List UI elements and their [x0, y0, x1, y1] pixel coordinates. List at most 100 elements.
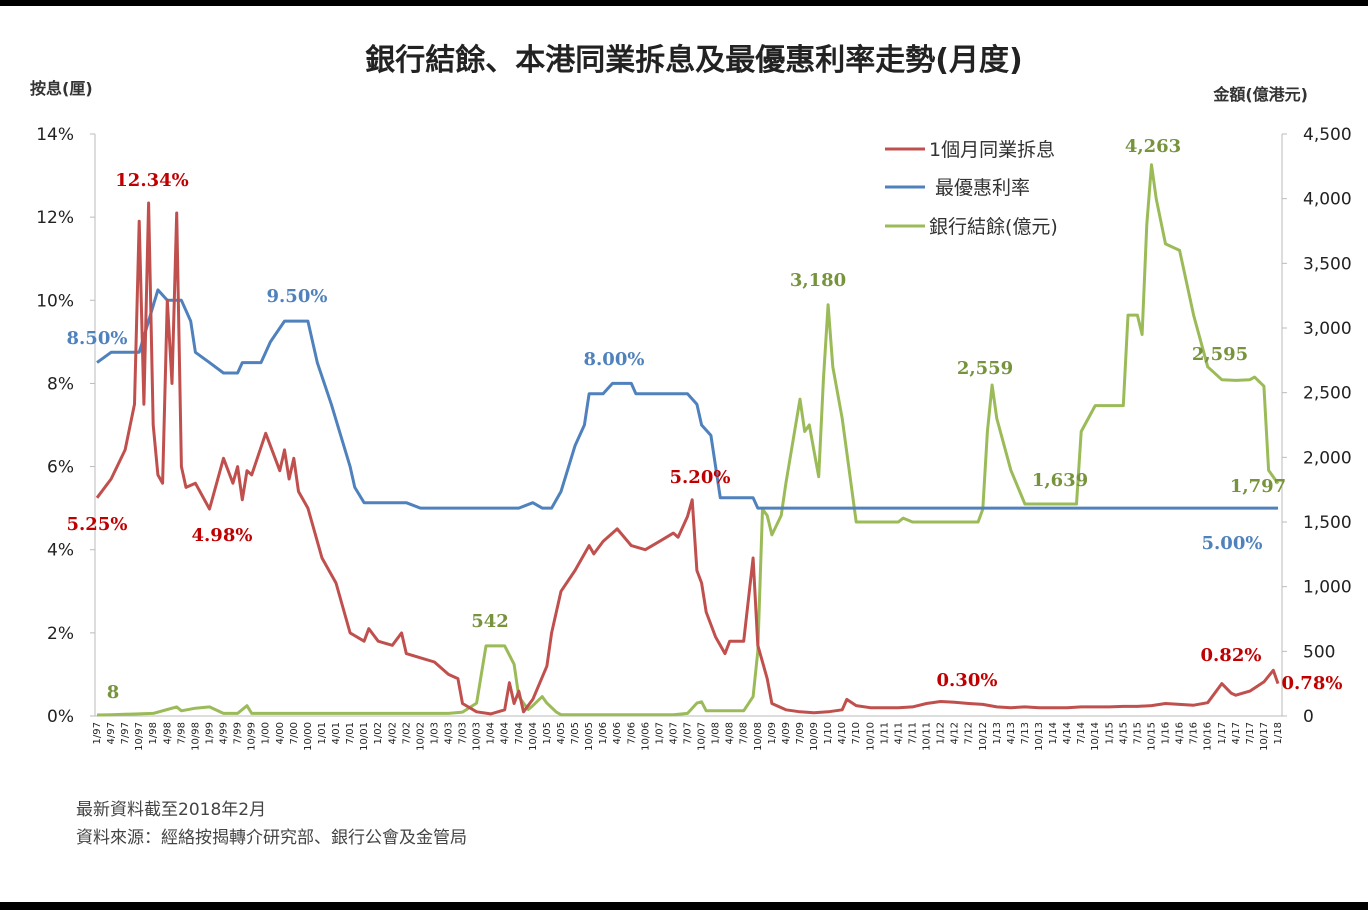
- x-tick-label: 1/17: [1217, 722, 1228, 744]
- x-tick-label: 4/06: [612, 722, 623, 744]
- x-tick-label: 1/13: [992, 722, 1003, 744]
- x-tick-label: 7/97: [120, 722, 131, 744]
- x-tick-label: 4/10: [837, 722, 848, 744]
- annotation-label: 8: [107, 682, 120, 703]
- right-tick-label: 1,000: [1303, 578, 1352, 598]
- x-tick-label: 4/14: [1062, 722, 1073, 744]
- x-tick-label: 4/04: [500, 722, 511, 744]
- x-tick-label: 1/99: [204, 722, 215, 744]
- x-tick-label: 7/11: [907, 722, 918, 744]
- x-tick-label: 1/02: [373, 722, 384, 744]
- x-tick-label: 7/13: [1020, 722, 1031, 744]
- x-tick-label: 7/09: [795, 722, 806, 744]
- footnote-source: 資料來源：經絡按揭轉介研究部、銀行公會及金管局: [76, 828, 467, 848]
- right-tick-label: 0: [1303, 707, 1314, 727]
- annotation-label: 8.50%: [67, 328, 128, 349]
- x-tick-label: 1/11: [879, 722, 890, 744]
- x-tick-label: 1/97: [92, 722, 103, 744]
- x-tick-label: 7/03: [458, 722, 469, 744]
- x-tick-label: 4/15: [1118, 722, 1129, 744]
- right-tick-label: 4,500: [1303, 125, 1352, 145]
- right-axis: 0 500 1,000 1,500 2,000 2,500 3,000 3,500 4,000 4…: [1281, 125, 1352, 727]
- annotation-label: 0.78%: [1282, 673, 1343, 694]
- x-tick-label: 10/08: [753, 722, 764, 751]
- left-tick-label: 0%: [47, 707, 74, 727]
- annotation-label: 1,797: [1230, 476, 1286, 497]
- x-tick-label: 1/08: [711, 722, 722, 744]
- x-tick-label: 10/07: [697, 722, 708, 751]
- x-tick-label: 10/13: [1034, 722, 1045, 751]
- x-tick-label: 4/08: [725, 722, 736, 744]
- x-tick-label: 10/99: [247, 722, 258, 751]
- x-tick-label: 7/14: [1076, 722, 1087, 744]
- x-tick-label: 1/14: [1048, 722, 1059, 744]
- x-tick-label: 7/16: [1189, 722, 1200, 744]
- x-tick-label: 4/97: [106, 722, 117, 744]
- right-tick-label: 3,000: [1303, 319, 1352, 339]
- x-tick-label: 4/12: [950, 722, 961, 744]
- x-tick-label: 4/09: [781, 722, 792, 744]
- x-tick-label: 10/98: [190, 722, 201, 751]
- annotation-label: 5.00%: [1202, 533, 1263, 554]
- x-tick-label: 10/16: [1203, 722, 1214, 751]
- x-tick-label: 4/16: [1175, 722, 1186, 744]
- x-tick-label: 10/10: [865, 722, 876, 751]
- annotation-label: 12.34%: [115, 170, 188, 191]
- x-tick-label: 1/06: [598, 722, 609, 744]
- x-tick-label: 4/00: [275, 722, 286, 744]
- top-border: [0, 0, 1368, 6]
- left-axis: 0% 2% 4% 6% 8% 10% 12% 14%: [36, 125, 96, 727]
- x-tick-label: 10/02: [415, 722, 426, 751]
- x-tick-label: 4/03: [443, 722, 454, 744]
- right-axis-unit: 金額(億港元): [1212, 85, 1308, 104]
- annotation-label: 5.20%: [670, 467, 731, 488]
- x-tick-label: 4/13: [1006, 722, 1017, 744]
- x-tick-label: 7/10: [851, 722, 862, 744]
- annotation-label: 3,180: [790, 270, 846, 291]
- x-tick-label: 10/97: [134, 722, 145, 751]
- annotation-label: 4,263: [1125, 136, 1181, 157]
- footnote-date: 最新資料截至2018年2月: [76, 800, 266, 820]
- legend-label-interbank: 1個月同業拆息: [929, 139, 1055, 161]
- x-tick-label: 10/17: [1259, 722, 1270, 751]
- right-tick-label: 4,000: [1303, 190, 1352, 210]
- annotation-layer: 12.34% 8.50% 9.50% 5.25% 4.98% 8.00% 5.20% 542 8…: [67, 136, 1343, 703]
- left-tick-label: 12%: [36, 208, 74, 228]
- legend-label-balance: 銀行結餘(億元): [929, 216, 1058, 238]
- x-tick-label: 1/09: [767, 722, 778, 744]
- x-tick-label: 1/98: [148, 722, 159, 744]
- legend-label-prime: 最優惠利率: [935, 177, 1030, 199]
- x-tick-label: 4/99: [219, 722, 230, 744]
- x-tick-label: 7/08: [739, 722, 750, 744]
- x-tick-label: 1/05: [542, 722, 553, 744]
- annotation-label: 542: [471, 611, 509, 632]
- x-tick-label: 1/00: [261, 722, 272, 744]
- x-tick-label: 1/10: [823, 722, 834, 744]
- x-tick-label: 7/98: [176, 722, 187, 744]
- x-tick-label: 1/15: [1104, 722, 1115, 744]
- x-tick-label: 4/01: [331, 722, 342, 744]
- x-tick-label: 1/16: [1161, 722, 1172, 744]
- series-line-2: [96, 163, 1280, 717]
- x-tick-label: 10/06: [640, 722, 651, 751]
- annotation-label: 2,595: [1192, 344, 1248, 365]
- x-tick-label: 10/04: [528, 722, 539, 751]
- annotation-label: 2,559: [957, 358, 1013, 379]
- x-tick-label: 1/18: [1273, 722, 1284, 744]
- x-tick-label: 4/17: [1231, 722, 1242, 744]
- x-tick-label: 10/12: [978, 722, 989, 751]
- series-line-0: [95, 201, 1280, 716]
- x-tick-label: 10/00: [303, 722, 314, 751]
- left-tick-label: 2%: [47, 624, 74, 644]
- x-tick-label: 7/17: [1245, 722, 1256, 744]
- x-tick-label: 4/05: [556, 722, 567, 744]
- x-tick-label: 4/07: [668, 722, 679, 744]
- annotation-label: 5.25%: [67, 514, 128, 535]
- x-tick-label: 10/14: [1090, 722, 1101, 751]
- right-tick-label: 1,500: [1303, 513, 1352, 533]
- right-tick-label: 2,500: [1303, 384, 1352, 404]
- bottom-border: [0, 902, 1368, 910]
- x-tick-label: 7/02: [401, 722, 412, 744]
- x-tick-label: 10/11: [922, 722, 933, 751]
